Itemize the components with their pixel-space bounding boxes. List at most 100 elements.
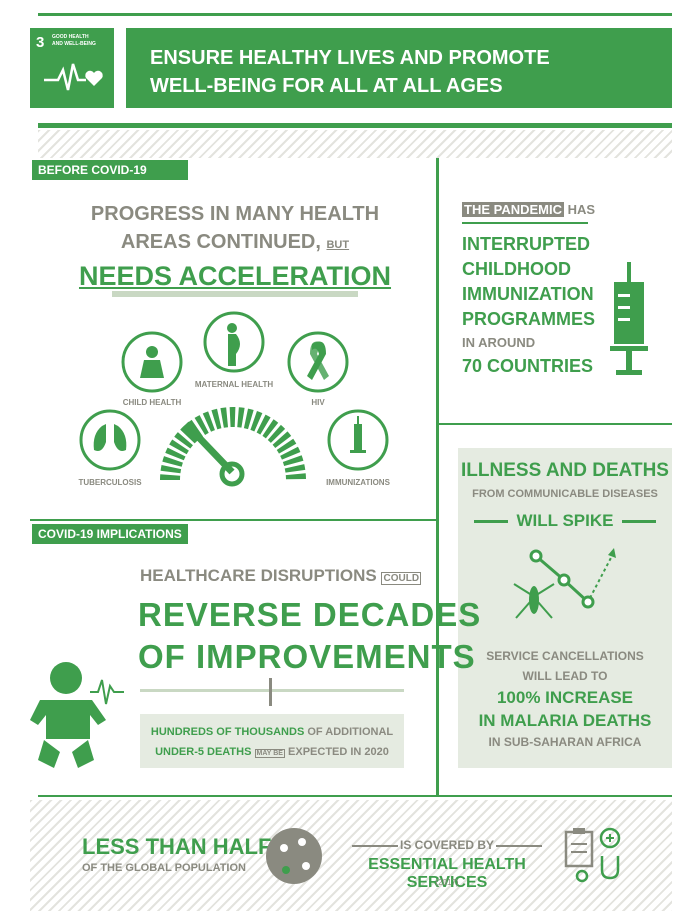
note-text: HUNDREDS OF THOUSANDS OF ADDITIONAL UNDE… [140,722,404,764]
icon-label: IMMUNIZATIONS [318,478,398,487]
icon-shape [602,856,618,878]
illness-spike: WILL SPIKE [508,511,622,531]
checklist-icon [562,826,628,886]
icon-shape [90,680,124,704]
icon-shape [357,416,359,424]
v-divider [436,158,439,795]
illness-line: WILL LEAD TO [458,666,672,686]
page: SDG 3 infographic { "header": { "badge_n… [0,0,680,911]
lead-text: HEALTHCARE DISRUPTIONS [140,566,377,585]
icon-shape [94,424,127,451]
icon-shape [529,586,539,614]
section-tag: BEFORE COVID-19 [32,160,188,180]
badge-icon [30,28,114,108]
big-line: OF IMPROVEMENTS [138,636,481,678]
implications-note: HUNDREDS OF THOUSANDS OF ADDITIONAL UNDE… [140,714,404,768]
title-line: WELL-BEING FOR ALL AT ALL AGES [150,72,550,100]
icon-shape [583,597,593,607]
infographic: 3 GOOD HEALTH AND WELL-BEING ENSURE HEAL… [0,0,680,911]
h-divider-right [439,423,672,425]
lead-could: COULD [381,572,421,585]
icon-shape [626,351,632,371]
header-rule [38,123,672,128]
icon-label: MATERNAL HEALTH [184,380,284,389]
headline-accent: NEEDS ACCELERATION [60,259,410,293]
headline: PROGRESS IN MANY HEALTH AREAS CONTINUED,… [60,200,410,293]
sdg-badge: 3 GOOD HEALTH AND WELL-BEING [30,28,114,108]
icon-shape [30,700,106,739]
pandemic-line: INTERRUPTED [462,232,595,257]
headline-but: BUT [326,239,349,251]
big-line: REVERSE DECADES [138,594,481,636]
pandemic-rule [462,222,588,224]
baby-icon [30,660,130,770]
hatch-band [38,130,672,158]
icon-shape [608,548,616,558]
icon-label: CHILD HEALTH [112,398,192,407]
headline-text: AREAS CONTINUED, [121,231,321,253]
top-rule [38,13,672,16]
icon-shape [140,360,164,378]
spike-rule [474,520,508,523]
globe-people-icon [264,826,324,886]
pandemic-has: HAS [568,202,595,217]
note-line: UNDER-5 DEATHS MAY BE EXPECTED IN 2020 [140,742,404,764]
illness-sub: FROM COMMUNICABLE DISEASES [458,488,672,500]
illness-title: ILLNESS AND DEATHS [458,460,672,482]
note-accent: UNDER-5 DEATHS [155,746,251,758]
icon-shape [350,450,366,453]
spike-rule [622,520,656,523]
mosquito-trend-icon [510,544,620,624]
icon-shape [618,306,630,309]
icon-shape [610,346,648,351]
icon-shape [566,832,592,866]
icon-shape [516,602,530,618]
thermometer-mark [269,678,272,706]
icon-shape [538,584,554,594]
icon-shape [559,575,569,585]
icon-shape [50,662,82,694]
pandemic-line: PROGRAMMES [462,307,595,332]
illness-line: SERVICE CANCELLATIONS [458,646,672,666]
icon-shape [627,262,631,282]
pandemic-line: IMMUNIZATION [462,282,595,307]
pandemic-line: CHILDHOOD [462,257,595,282]
health-icons [0,300,436,520]
icon-shape [282,866,290,874]
note-may-be: MAY BE [255,749,285,758]
headline-line: PROGRESS IN MANY HEALTH [60,200,410,228]
icon-shape [618,318,630,321]
icon-shape [618,294,630,297]
footer-covered: IS COVERED BY [398,838,496,852]
icon-shape [577,871,587,881]
icon-shape [38,740,94,768]
icon-shape [298,838,306,846]
icon-shape [614,282,644,344]
icon-shape [573,828,585,834]
icon-label: TUBERCULOSIS [70,478,150,487]
icon-shape [514,584,530,594]
pandemic-lines: INTERRUPTED CHILDHOOD IMMUNIZATION PROGR… [462,232,595,379]
title: ENSURE HEALTHY LIVES AND PROMOTE WELL-BE… [150,44,550,100]
pandemic-highlight: THE PANDEMIC [462,202,564,217]
icon-shape [531,551,541,561]
illness-bold: 100% INCREASE [458,686,672,709]
illness-region: IN SUB-SAHARAN AFRICA [458,732,672,752]
implications-big: REVERSE DECADES OF IMPROVEMENTS [138,594,481,678]
icon-shape [44,64,86,90]
footer-sub: OF THE GLOBAL POPULATION [82,862,246,874]
headline-line: AREAS CONTINUED, BUT [60,228,410,259]
icon-shape [606,834,614,842]
icon-shape [227,323,237,333]
icon-shape [280,844,288,852]
note-plain: OF ADDITIONAL [307,726,393,738]
icon-shape [85,71,102,86]
implications-lead: HEALTHCARE DISRUPTIONS COULD [140,566,421,586]
footer-rule [38,795,672,797]
icon-shape [538,602,552,618]
title-line: ENSURE HEALTHY LIVES AND PROMOTE [150,44,550,72]
footer-year: (2017) [330,878,564,887]
covered-rule [496,845,542,847]
note-plain: EXPECTED IN 2020 [288,746,389,758]
section-tag: COVID-19 IMPLICATIONS [32,524,188,544]
